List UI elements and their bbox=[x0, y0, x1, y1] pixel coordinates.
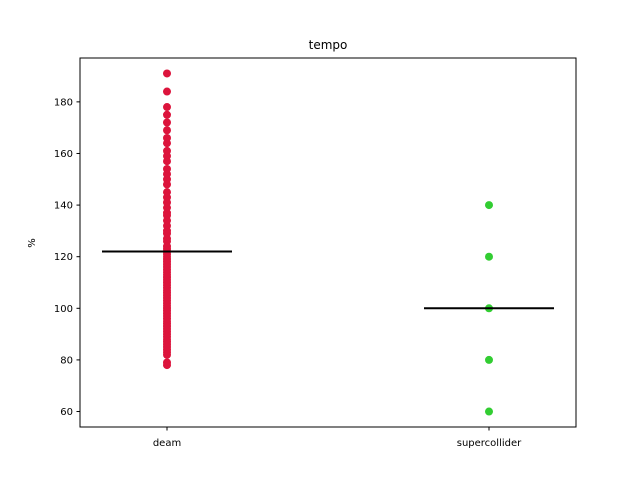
data-point bbox=[163, 164, 171, 173]
data-point bbox=[485, 407, 493, 416]
y-axis-label: % bbox=[27, 238, 38, 248]
y-tick-label: 120 bbox=[54, 252, 73, 263]
data-point bbox=[163, 103, 171, 112]
data-point bbox=[163, 146, 171, 155]
data-point bbox=[163, 126, 171, 135]
x-tick-label: deam bbox=[153, 438, 181, 449]
data-point bbox=[163, 133, 171, 142]
x-tick-label: supercollider bbox=[457, 438, 522, 449]
data-point bbox=[163, 69, 171, 78]
plot-frame bbox=[79, 57, 577, 428]
plot-area: 60 80 100 120 140 160 180 deam supercollider bbox=[54, 69, 554, 449]
data-point bbox=[163, 118, 171, 127]
data-point bbox=[163, 188, 171, 197]
y-tick-label: 100 bbox=[54, 304, 73, 315]
data-point bbox=[485, 355, 493, 364]
chart-title: tempo bbox=[309, 38, 348, 52]
y-tick-label: 60 bbox=[60, 407, 73, 418]
y-tick-label: 80 bbox=[60, 355, 73, 366]
data-point bbox=[163, 358, 171, 367]
data-point bbox=[485, 201, 493, 210]
data-point bbox=[485, 252, 493, 261]
data-point bbox=[163, 87, 171, 96]
y-tick-label: 180 bbox=[54, 97, 73, 108]
data-point bbox=[163, 110, 171, 119]
y-tick-label: 160 bbox=[54, 149, 73, 160]
y-tick-label: 140 bbox=[54, 201, 73, 212]
